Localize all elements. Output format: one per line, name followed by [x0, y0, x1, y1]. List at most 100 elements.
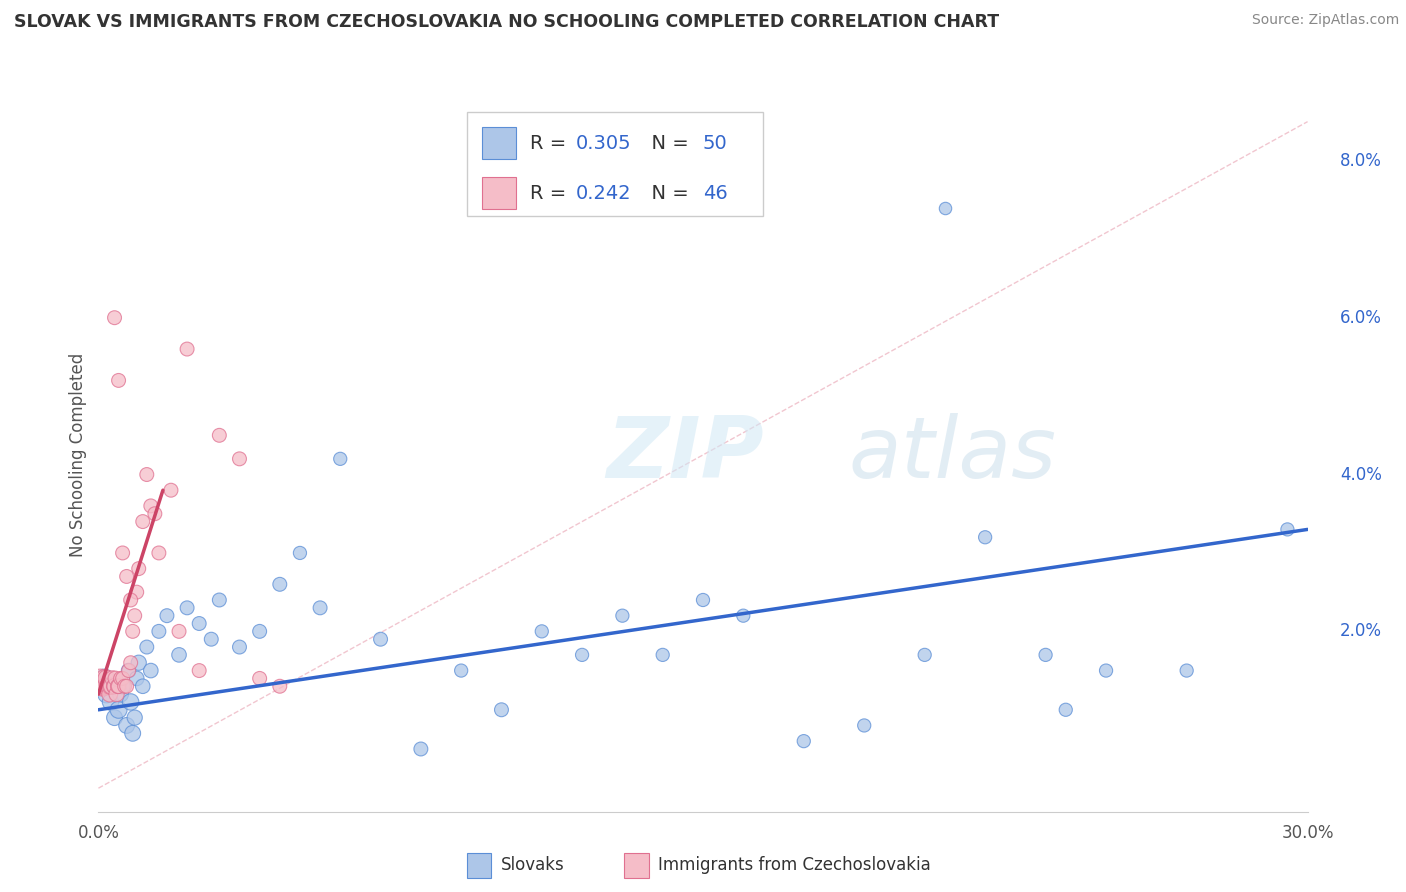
Point	[96, 679, 118, 693]
Point	[120, 656, 142, 670]
Point	[110, 687, 132, 701]
Text: 8.0%: 8.0%	[1340, 152, 1382, 169]
Point	[94, 679, 117, 693]
Point	[132, 679, 155, 693]
Point	[974, 530, 997, 544]
Point	[105, 687, 128, 701]
Point	[97, 679, 120, 693]
Point	[176, 342, 198, 356]
Text: 46: 46	[703, 184, 728, 202]
Point	[200, 632, 222, 647]
Point	[148, 546, 170, 560]
Text: Immigrants from Czechoslovakia: Immigrants from Czechoslovakia	[658, 856, 931, 874]
Point	[98, 687, 121, 701]
Point	[156, 608, 179, 623]
Point	[249, 672, 271, 686]
Point	[104, 672, 127, 686]
Point	[128, 656, 150, 670]
Point	[692, 593, 714, 607]
Point	[269, 679, 291, 693]
Text: 50: 50	[703, 134, 728, 153]
Point	[491, 703, 513, 717]
Point	[121, 726, 143, 740]
Point	[1054, 703, 1077, 717]
Point	[188, 664, 211, 678]
Point	[125, 585, 148, 599]
Point	[208, 428, 231, 442]
Point	[93, 672, 115, 686]
Point	[111, 672, 134, 686]
Point	[120, 695, 142, 709]
Point	[115, 718, 138, 732]
Point	[124, 608, 146, 623]
Point	[103, 711, 125, 725]
Point	[96, 672, 118, 686]
Text: R =: R =	[530, 184, 572, 202]
Point	[530, 624, 553, 639]
FancyBboxPatch shape	[482, 177, 516, 209]
Point	[309, 600, 332, 615]
Point	[107, 679, 129, 693]
Point	[160, 483, 183, 498]
Point	[612, 608, 634, 623]
FancyBboxPatch shape	[624, 853, 648, 878]
Point	[288, 546, 311, 560]
Point	[914, 648, 936, 662]
Text: R =: R =	[530, 134, 572, 153]
Point	[103, 679, 125, 693]
Point	[188, 616, 211, 631]
Text: N =: N =	[638, 134, 695, 153]
Point	[1035, 648, 1057, 662]
Point	[733, 608, 755, 623]
Point	[148, 624, 170, 639]
Text: 4.0%: 4.0%	[1340, 466, 1382, 483]
Point	[121, 624, 143, 639]
Text: ZIP: ZIP	[606, 413, 763, 497]
Text: 0.305: 0.305	[576, 134, 631, 153]
Point	[132, 515, 155, 529]
Point	[100, 679, 122, 693]
Text: Slovaks: Slovaks	[501, 856, 565, 874]
Point	[228, 451, 250, 466]
Point	[107, 679, 129, 693]
Point	[228, 640, 250, 654]
Point	[93, 672, 115, 686]
Point	[118, 664, 141, 678]
Point	[450, 664, 472, 678]
Point	[120, 593, 142, 607]
Point	[1175, 664, 1198, 678]
FancyBboxPatch shape	[482, 128, 516, 160]
Point	[793, 734, 815, 748]
Point	[111, 546, 134, 560]
Point	[101, 679, 124, 693]
Point	[934, 201, 956, 215]
Point	[1277, 523, 1299, 537]
Point	[1095, 664, 1118, 678]
Point	[329, 451, 352, 466]
Point	[249, 624, 271, 639]
Point	[176, 600, 198, 615]
Point	[135, 467, 157, 482]
Point	[143, 507, 166, 521]
FancyBboxPatch shape	[467, 853, 492, 878]
Point	[135, 640, 157, 654]
Text: 6.0%: 6.0%	[1340, 309, 1382, 326]
Point	[115, 569, 138, 583]
Text: N =: N =	[638, 184, 695, 202]
Point	[118, 664, 141, 678]
Point	[139, 499, 162, 513]
Point	[128, 561, 150, 575]
Point	[167, 624, 190, 639]
Point	[208, 593, 231, 607]
Point	[110, 672, 132, 686]
FancyBboxPatch shape	[467, 112, 763, 216]
Y-axis label: No Schooling Completed: No Schooling Completed	[69, 353, 87, 557]
Point	[103, 679, 125, 693]
Point	[125, 672, 148, 686]
Point	[139, 664, 162, 678]
Point	[100, 695, 122, 709]
Point	[96, 687, 118, 701]
Point	[571, 648, 593, 662]
Point	[651, 648, 673, 662]
Point	[114, 679, 136, 693]
